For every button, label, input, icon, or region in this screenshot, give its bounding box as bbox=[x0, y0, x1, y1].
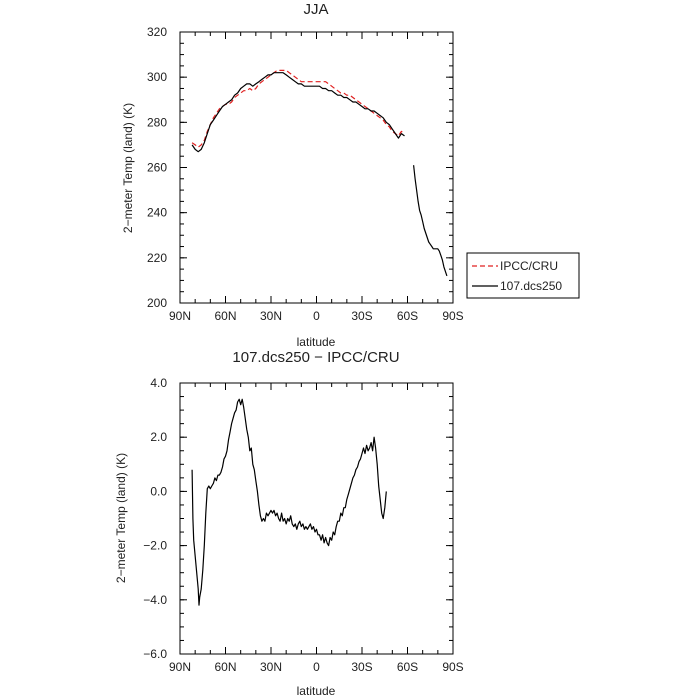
top-x-axis-label: latitude bbox=[297, 335, 336, 349]
top-y-tick-label: 220 bbox=[147, 251, 167, 265]
legend-box bbox=[466, 252, 580, 299]
bottom-y-tick-label: 2.0 bbox=[150, 430, 167, 444]
top-x-tick-label: 30S bbox=[351, 309, 372, 323]
bottom-chart-title: 107.dcs250 − IPCC/CRU bbox=[232, 349, 399, 366]
top-y-tick-label: 300 bbox=[147, 70, 167, 84]
top-chart-title: JJA bbox=[303, 1, 328, 18]
legend-label-ipcc-cru: IPCC/CRU bbox=[500, 259, 558, 273]
bottom-y-tick-label: −6.0 bbox=[143, 647, 167, 661]
top-chart: JJA 90N 60N 30N 0 30S 60S 90S 200 220 240 260 280 30… bbox=[121, 1, 464, 349]
top-x-tick-label: 90N bbox=[169, 309, 191, 323]
top-x-tick-label: 60N bbox=[214, 309, 236, 323]
bottom-series-line-difference bbox=[191, 398, 387, 606]
top-x-tick-label: 0 bbox=[313, 309, 320, 323]
bottom-x-tick-label: 30S bbox=[351, 660, 372, 674]
bottom-y-tick-label: −2.0 bbox=[143, 539, 167, 553]
bottom-x-tick-label: 60N bbox=[214, 660, 236, 674]
top-x-tick-label: 30N bbox=[260, 309, 282, 323]
bottom-x-tick-label: 0 bbox=[313, 660, 320, 674]
bottom-y-tick-label: 0.0 bbox=[150, 484, 167, 498]
top-y-tick-label: 240 bbox=[147, 206, 167, 220]
top-y-tick-label: 260 bbox=[147, 161, 167, 175]
bottom-x-tick-label: 90S bbox=[442, 660, 463, 674]
top-plot-frame bbox=[179, 31, 454, 304]
top-series-line-107-dcs250-seg1 bbox=[191, 72, 405, 153]
bottom-x-axis-label: latitude bbox=[297, 684, 336, 698]
top-y-tick-label: 280 bbox=[147, 115, 167, 129]
top-x-tick-label: 60S bbox=[397, 309, 418, 323]
top-series-line-ipcc-cru bbox=[191, 69, 405, 148]
bottom-x-tick-label: 30N bbox=[260, 660, 282, 674]
bottom-axis-ticks: 90N 60N 30N 0 30S 60S 90S 4.0 2.0 0.0 −2.0 −4.0 −6.0 bbox=[143, 376, 463, 674]
bottom-y-axis-label: 2−meter Temp (land) (K) bbox=[114, 453, 128, 583]
top-x-tick-label: 90S bbox=[442, 309, 463, 323]
bottom-y-tick-label: 4.0 bbox=[150, 376, 167, 390]
bottom-series-group bbox=[191, 398, 387, 606]
legend-label-107-dcs250: 107.dcs250 bbox=[500, 279, 562, 293]
top-y-tick-label: 320 bbox=[147, 25, 167, 39]
bottom-x-tick-label: 90N bbox=[169, 660, 191, 674]
bottom-chart: 107.dcs250 − IPCC/CRU 90N 60N 30N 0 30S 60S 90… bbox=[114, 349, 464, 698]
top-axis-ticks: 90N 60N 30N 0 30S 60S 90S 200 220 240 260 280 300 320 bbox=[147, 25, 464, 323]
bottom-y-tick-label: −4.0 bbox=[143, 593, 167, 607]
top-series-line-107-dcs250-seg2 bbox=[413, 165, 448, 277]
bottom-plot-frame bbox=[179, 382, 454, 655]
bottom-x-tick-label: 60S bbox=[397, 660, 418, 674]
legend: IPCC/CRU 107.dcs250 bbox=[466, 252, 580, 299]
top-y-tick-label: 200 bbox=[147, 296, 167, 310]
top-series-group bbox=[191, 69, 448, 277]
top-y-axis-label: 2−meter Temp (land) (K) bbox=[121, 103, 135, 233]
